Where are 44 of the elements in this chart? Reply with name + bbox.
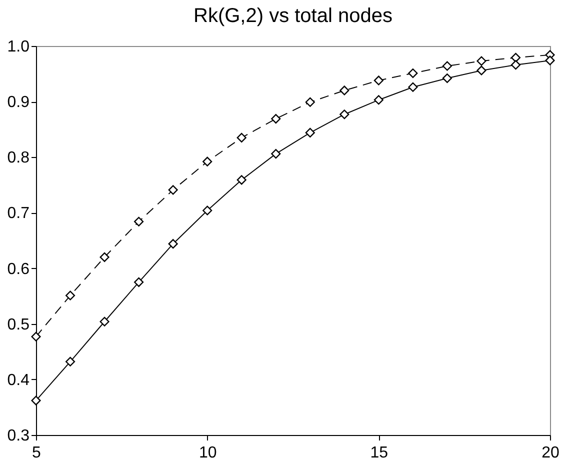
point	[65, 356, 76, 366]
y-tick-label: 0.4	[7, 372, 30, 389]
x-tick-label: 15	[370, 444, 388, 462]
point	[340, 86, 350, 96]
x-tick-label: 10	[198, 444, 217, 462]
point	[236, 175, 246, 185]
point	[168, 239, 178, 249]
point	[168, 185, 178, 195]
chart-title: Rk(G,2) vs total nodes	[194, 5, 392, 27]
point	[31, 396, 41, 406]
y-tick-label: 0.6	[7, 260, 30, 278]
point	[442, 61, 452, 71]
point	[476, 56, 486, 66]
point	[340, 110, 350, 120]
point	[476, 66, 486, 76]
point	[31, 332, 41, 342]
y-tick-label: 0.5	[7, 316, 30, 334]
point	[510, 60, 521, 70]
x-tick-label: 20	[542, 444, 560, 462]
point	[545, 56, 555, 66]
point	[134, 216, 144, 226]
y-tick-label: 0.9	[7, 94, 30, 112]
point	[408, 82, 418, 92]
point	[100, 252, 110, 262]
y-tick-label: 0.3	[7, 428, 30, 444]
point	[271, 114, 281, 124]
point	[100, 316, 110, 326]
x-tick-label: 5	[32, 444, 42, 462]
point	[271, 149, 281, 159]
point	[408, 68, 418, 78]
point	[202, 156, 212, 166]
y-tick-label: 0.8	[7, 150, 30, 167]
point	[236, 132, 246, 142]
point	[305, 97, 315, 107]
point	[305, 128, 315, 138]
point	[442, 73, 452, 84]
point	[65, 290, 76, 300]
point	[202, 206, 212, 216]
point	[374, 95, 384, 105]
point	[510, 52, 521, 62]
point	[134, 277, 144, 287]
y-tick-label: 1.0	[7, 38, 30, 56]
point	[374, 76, 384, 86]
y-tick-label: 0.7	[7, 205, 30, 222]
